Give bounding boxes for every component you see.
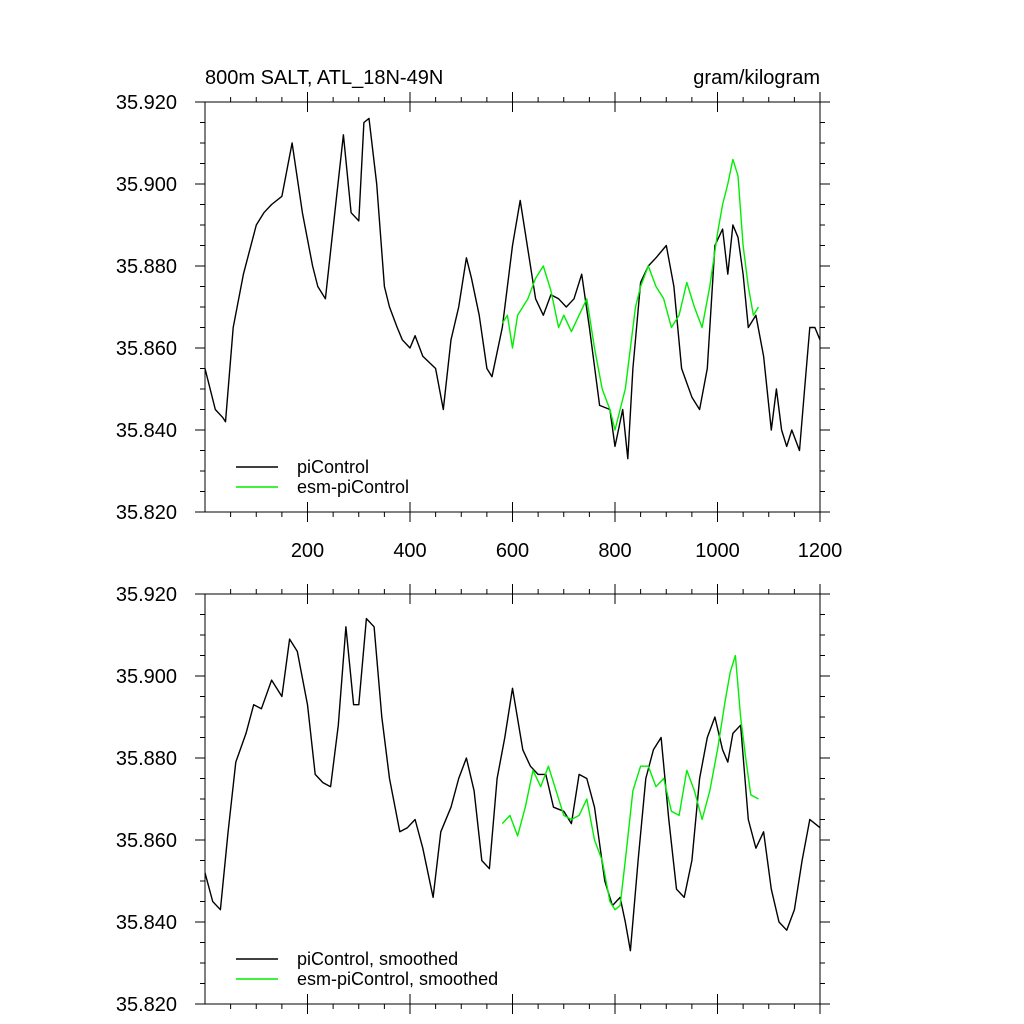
top-legend-label-0: piControl	[297, 457, 369, 477]
bottom-series-line-0	[204, 617, 821, 952]
top-panel-units: gram/kilogram	[693, 67, 820, 89]
top-panel-ticks: 35.820 35.840 35.860 35.880 35.900 35.920 200 4…	[116, 92, 842, 562]
top-series-line-0	[204, 117, 821, 460]
bottom-ytick-label: 35.840	[116, 912, 177, 934]
bottom-panel: 35.820 35.840 35.860 35.880 35.900 35.920 piC…	[116, 584, 830, 1016]
top-xtick-label: 1200	[798, 540, 843, 562]
bottom-ytick-label: 35.820	[116, 994, 177, 1016]
top-xtick-label: 600	[496, 540, 529, 562]
top-panel-frame	[204, 101, 821, 513]
top-ytick-label: 35.840	[116, 420, 177, 442]
top-ytick-label: 35.860	[116, 338, 177, 360]
top-ytick-label: 35.820	[116, 502, 177, 524]
bottom-series-line-1	[501, 654, 759, 911]
top-panel-title: 800m SALT, ATL_18N-49N	[205, 67, 443, 89]
top-ytick-label: 35.880	[116, 256, 177, 278]
top-panel: 800m SALT, ATL_18N-49N gram/kilogram 35.…	[116, 67, 842, 562]
top-panel-series	[204, 117, 821, 460]
top-series-line-1	[501, 158, 760, 431]
top-xtick-label: 200	[291, 540, 324, 562]
bottom-panel-ticks: 35.820 35.840 35.860 35.880 35.900 35.920	[116, 584, 830, 1016]
bottom-panel-series	[204, 617, 821, 952]
top-xtick-label: 1000	[695, 540, 740, 562]
top-xtick-label: 800	[598, 540, 631, 562]
bottom-legend-label-0: piControl, smoothed	[297, 949, 458, 969]
bottom-ytick-label: 35.860	[116, 830, 177, 852]
bottom-panel-frame	[204, 593, 821, 1005]
bottom-ytick-label: 35.880	[116, 748, 177, 770]
top-legend-label-1: esm-piControl	[297, 477, 409, 497]
top-ytick-label: 35.900	[116, 174, 177, 196]
top-ytick-label: 35.920	[116, 92, 177, 114]
top-xtick-label: 400	[393, 540, 426, 562]
bottom-ytick-label: 35.920	[116, 584, 177, 606]
bottom-legend-label-1: esm-piControl, smoothed	[297, 969, 498, 989]
bottom-ytick-label: 35.900	[116, 666, 177, 688]
